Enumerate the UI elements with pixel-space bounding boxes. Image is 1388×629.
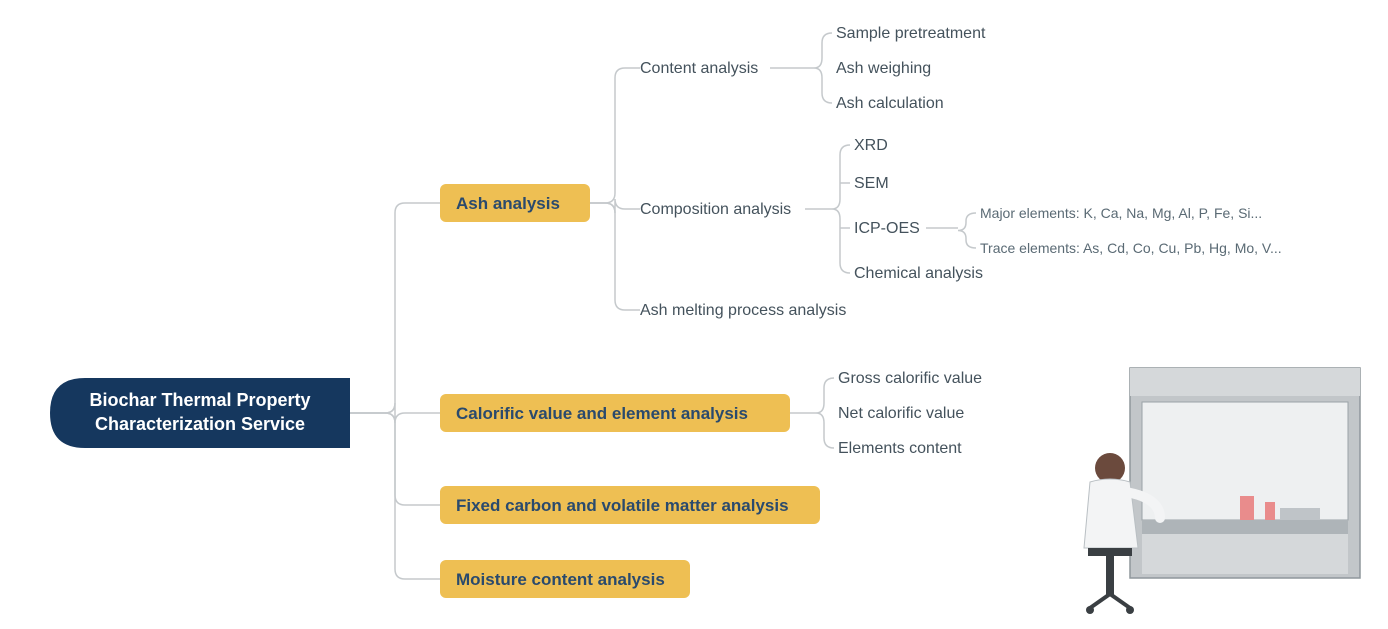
ash-child-melt: Ash melting process analysis	[640, 302, 846, 319]
hood-cabinet	[1142, 534, 1348, 574]
stool-wheel	[1086, 606, 1094, 614]
comp-leaf-sem: SEM	[854, 175, 889, 192]
bracket	[958, 213, 976, 248]
cal-leaf-0: Gross calorific value	[838, 370, 982, 387]
connector	[590, 68, 640, 203]
connector	[590, 203, 640, 310]
bracket	[814, 33, 832, 103]
cal-leaf-2: Elements content	[838, 440, 962, 457]
root-title-line1: Biochar Thermal Property	[89, 390, 310, 410]
icp-leaf-0: Major elements: K, Ca, Na, Mg, Al, P, Fe…	[980, 205, 1262, 221]
flask-1	[1240, 496, 1254, 520]
content-leaf-2: Ash calculation	[836, 95, 944, 112]
comp-leaf-icp: ICP-OES	[854, 220, 920, 237]
lab-illustration	[1084, 368, 1360, 614]
content-leaf-0: Sample pretreatment	[836, 25, 986, 42]
ash-child-comp: Composition analysis	[640, 201, 791, 218]
category-label-fix: Fixed carbon and volatile matter analysi…	[456, 496, 789, 515]
connector	[350, 203, 440, 413]
hood-bench	[1142, 520, 1348, 534]
rack	[1280, 508, 1320, 520]
stool-post	[1106, 556, 1114, 596]
category-label-ash: Ash analysis	[456, 194, 560, 213]
root-title-line2: Characterization Service	[95, 414, 305, 434]
stool-seat	[1088, 548, 1132, 556]
category-label-cal: Calorific value and element analysis	[456, 404, 748, 423]
comp-leaf-chem: Chemical analysis	[854, 265, 983, 282]
stool-wheel	[1126, 606, 1134, 614]
flask-2	[1265, 502, 1275, 520]
bracket	[816, 378, 834, 448]
root-node	[50, 378, 350, 448]
icp-leaf-1: Trace elements: As, Cd, Co, Cu, Pb, Hg, …	[980, 240, 1282, 256]
ash-child-content: Content analysis	[640, 60, 758, 77]
hood-top	[1130, 368, 1360, 396]
stool-legs	[1090, 594, 1130, 608]
bracket	[832, 145, 850, 273]
comp-leaf-xrd: XRD	[854, 137, 888, 154]
connector	[350, 413, 440, 579]
content-leaf-1: Ash weighing	[836, 60, 931, 77]
cal-leaf-1: Net calorific value	[838, 405, 964, 422]
category-label-moi: Moisture content analysis	[456, 570, 665, 589]
